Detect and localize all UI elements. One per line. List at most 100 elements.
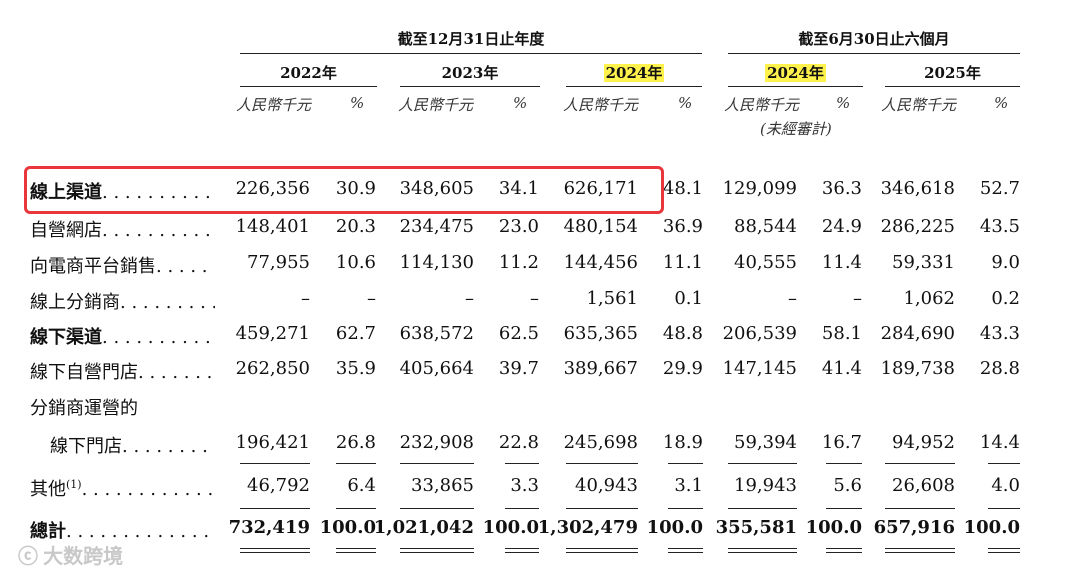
underline-rule [505,548,539,549]
cell-value: 1,021,042 [373,517,474,538]
highlight-box [24,166,664,214]
unit-pct-2024: % [678,94,693,112]
watermark-text: 大数跨境 [43,544,124,568]
cell-value: 1,302,479 [537,517,638,538]
year-2022: 2022年 [280,64,337,82]
underline-rule [668,548,703,549]
watermark: ⓒ 大数跨境 [18,540,123,569]
cell-value: 24.9 [821,216,862,237]
underline-rule [505,508,539,509]
cell-value: 100.0 [805,517,862,538]
cell-value: 129,099 [722,178,797,199]
cell-value: 41.4 [821,358,862,379]
dot-leader: . . . . . . . . . . . . . . . . [122,436,215,457]
cell-value: 148,401 [235,216,310,237]
cell-value: 33,865 [411,475,474,496]
underline-rule [885,548,955,549]
underline-rule [885,508,955,509]
underline-rule [566,548,638,549]
rule-year-2024-6m [728,86,863,87]
year-2024-6m: 2024年 [765,64,826,82]
underline-rule [505,552,539,553]
underline-rule [668,508,703,509]
cell-value: 29.9 [662,358,703,379]
cell-value: – [367,288,376,309]
underline-rule [240,508,310,509]
underline-rule [505,463,539,464]
unit-rmb-2023: 人民幣千元 [398,96,474,114]
cell-value: 26,608 [892,475,955,496]
underline-rule [566,463,638,464]
cell-value: 355,581 [715,517,797,538]
dot-leader: . . . . . . . . . . . . . . . . [102,182,215,203]
cell-value: 147,145 [722,358,797,379]
cell-value: 3.3 [510,475,539,496]
cell-value: 88,544 [734,216,797,237]
cell-value: 346,618 [880,178,955,199]
cell-value: 62.5 [498,323,539,344]
underline-rule [668,463,703,464]
underline-rule [336,508,376,509]
cell-value: 34.1 [498,178,539,199]
cell-value: 114,130 [399,252,474,273]
cell-value: 48.1 [662,178,703,199]
year-2023: 2023年 [441,64,499,82]
cell-value: 245,698 [563,432,638,453]
cell-value: 348,605 [399,178,474,199]
dot-leader: . . . . . . . . . . . . . . . . [66,521,215,542]
dot-leader: . . . . . . . . . . . . . . . . [102,220,215,241]
footnote-marker: (1) [66,478,82,491]
cell-value: 26.8 [335,432,376,453]
underline-rule [400,508,474,509]
cell-value: 262,850 [235,358,310,379]
cell-value: 389,667 [563,358,638,379]
dot-leader: . . . . . . . . . . . . . . . . [102,327,215,348]
underline-rule [336,552,376,553]
cell-value: 232,908 [399,432,474,453]
cell-value: 638,572 [399,323,474,344]
cell-value: 43.3 [979,323,1020,344]
cell-value: 28.8 [979,358,1020,379]
rule-year-2025 [885,86,1020,87]
cell-value: 234,475 [399,216,474,237]
row-label: 自營網店. . . . . . . . . . . . . . . . [30,216,215,242]
cell-value: 59,331 [892,252,955,273]
unit-rmb-2025: 人民幣千元 [881,96,957,114]
unit-rmb-2024: 人民幣千元 [563,96,639,114]
cell-value: 16.7 [821,432,862,453]
cell-value: 4.0 [991,475,1020,496]
cell-value: 11.4 [821,252,862,273]
underline-rule [336,463,376,464]
cell-value: – [788,288,797,309]
underline-rule [728,463,797,464]
cell-value: 52.7 [979,178,1020,199]
cell-value: 94,952 [892,432,955,453]
row-label-text: 線下自營門店 [30,362,138,383]
cell-value: 23.0 [498,216,539,237]
underline-rule [566,508,638,509]
cell-value: – [301,288,310,309]
cell-value: 226,356 [235,178,310,199]
cell-value: 732,419 [228,517,310,538]
cell-value: 22.8 [498,432,539,453]
row-label: 線下自營門店. . . . . . . . . . . . . . . . [30,358,215,384]
cell-value: 77,955 [247,252,310,273]
cell-value: 100.0 [646,517,703,538]
cell-value: – [853,288,862,309]
cell-value: 635,365 [563,323,638,344]
rule-fiscal-year [240,53,702,54]
cell-value: 11.1 [662,252,703,273]
cell-value: 18.9 [662,432,703,453]
row-label-text: 其他 [30,479,66,500]
dot-leader: . . . . . . . . . . . . . . . . [156,256,215,277]
row-label: 線上渠道. . . . . . . . . . . . . . . . [30,178,215,204]
underline-rule [566,552,638,553]
row-label-text: 總計 [30,521,66,542]
row-label: 向電商平台銷售. . . . . . . . . . . . . . . . [30,252,215,278]
cell-value: 189,738 [880,358,955,379]
header-fiscal-year: 截至12月31日止年度 [397,30,545,48]
dot-leader: . . . . . . . . . . . . . . . . [81,479,215,500]
rule-year-2022 [240,86,377,87]
row-label-text: 線下渠道 [30,327,102,348]
cell-value: 19,943 [734,475,797,496]
